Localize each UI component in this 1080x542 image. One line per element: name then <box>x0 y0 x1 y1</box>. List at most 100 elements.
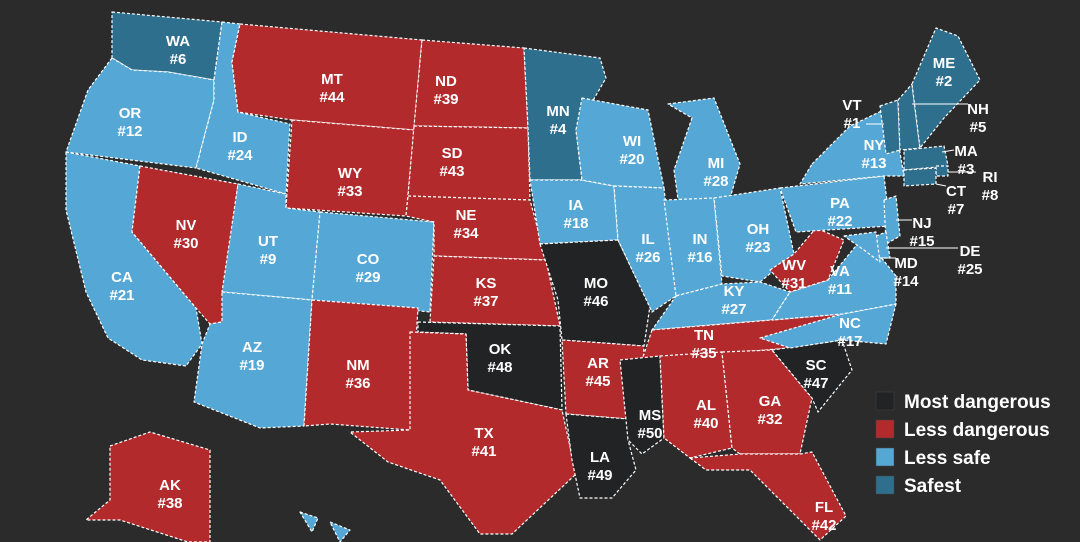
state-abbr-va: VA <box>830 263 850 280</box>
state-abbr-mo: MO <box>584 275 608 292</box>
state-abbr-oh: OH <box>747 221 770 238</box>
state-ct <box>903 167 937 187</box>
state-rank-fl: #42 <box>811 517 836 534</box>
state-abbr-nj: NJ <box>912 215 931 232</box>
state-co <box>311 211 435 313</box>
state-abbr-ri: RI <box>983 169 998 186</box>
state-ak <box>85 431 211 542</box>
state-va <box>771 235 897 321</box>
state-rank-ut: #9 <box>260 251 277 268</box>
state-abbr-ak: AK <box>159 477 181 494</box>
legend-swatch-safest <box>875 475 895 495</box>
state-abbr-tx: TX <box>474 425 493 442</box>
state-il <box>613 185 677 313</box>
state-rank-nv: #30 <box>173 235 198 252</box>
state-rank-ms: #50 <box>637 425 662 442</box>
state-abbr-wi: WI <box>623 133 641 150</box>
state-abbr-tn: TN <box>694 327 714 344</box>
state-abbr-il: IL <box>641 231 654 248</box>
state-rank-wv: #31 <box>781 275 806 292</box>
states-layer <box>65 11 981 542</box>
state-abbr-ar: AR <box>587 355 609 372</box>
state-nd <box>413 39 529 129</box>
state-rank-al: #40 <box>693 415 718 432</box>
state-rank-tn: #35 <box>691 345 716 362</box>
state-abbr-ks: KS <box>476 275 497 292</box>
state-rank-md: #14 <box>893 273 919 290</box>
state-rank-me: #2 <box>936 73 953 90</box>
state-ks <box>429 255 561 327</box>
state-fl <box>689 451 847 541</box>
state-rank-ct: #7 <box>948 201 965 218</box>
state-ms <box>619 355 665 455</box>
state-abbr-nh: NH <box>967 101 989 118</box>
state-rank-va: #11 <box>828 281 852 298</box>
state-abbr-ne: NE <box>456 207 477 224</box>
state-sc <box>771 339 853 413</box>
state-abbr-id: ID <box>233 129 248 146</box>
state-rank-il: #26 <box>635 249 660 266</box>
state-rank-ne: #34 <box>453 225 479 242</box>
state-rank-vt: #1 <box>844 115 861 132</box>
state-rank-de: #25 <box>957 261 982 278</box>
state-abbr-ia: IA <box>569 197 584 214</box>
state-rank-sd: #43 <box>439 163 464 180</box>
state-rank-id: #24 <box>227 147 253 164</box>
state-rank-mt: #44 <box>319 89 345 106</box>
state-abbr-ky: KY <box>724 283 745 300</box>
state-abbr-de: DE <box>960 243 981 260</box>
state-nj <box>883 195 901 245</box>
state-abbr-nd: ND <box>435 73 457 90</box>
legend: Most dangerous Less dangerous Less safe Saf… <box>875 391 1051 497</box>
state-abbr-la: LA <box>590 449 610 466</box>
state-abbr-sc: SC <box>806 357 827 374</box>
state-rank-in: #16 <box>687 249 712 266</box>
state-abbr-me: ME <box>933 55 956 72</box>
state-ca <box>65 151 203 367</box>
state-abbr-mt: MT <box>321 71 343 88</box>
state-abbr-mn: MN <box>546 103 569 120</box>
state-ri <box>935 165 949 177</box>
state-abbr-md: MD <box>894 255 917 272</box>
state-abbr-ct: CT <box>946 183 966 200</box>
state-rank-wa: #6 <box>170 51 187 68</box>
state-rank-ny: #13 <box>861 155 886 172</box>
state-abbr-nv: NV <box>176 217 197 234</box>
state-abbr-pa: PA <box>830 195 850 212</box>
state-rank-ok: #48 <box>487 359 512 376</box>
state-abbr-nc: NC <box>839 315 861 332</box>
state-hi <box>299 511 351 542</box>
state-al <box>659 351 733 459</box>
state-abbr-wy: WY <box>338 165 362 182</box>
legend-label-less-safe: Less safe <box>904 448 991 469</box>
state-rank-ak: #38 <box>157 495 182 512</box>
state-abbr-ok: OK <box>489 341 512 358</box>
state-rank-nj: #15 <box>909 233 934 250</box>
state-abbr-co: CO <box>357 251 380 268</box>
state-abbr-nm: NM <box>346 357 369 374</box>
leader-line-ma <box>941 149 955 153</box>
state-abbr-fl: FL <box>815 499 833 516</box>
state-rank-mn: #4 <box>550 121 567 138</box>
legend-swatch-less-dangerous <box>875 419 895 439</box>
state-abbr-or: OR <box>119 105 142 122</box>
legend-swatch-most-dangerous <box>875 391 895 411</box>
leader-lines <box>866 103 976 259</box>
state-sd <box>407 125 531 201</box>
state-rank-ky: #27 <box>721 301 746 318</box>
state-rank-ma: #3 <box>958 161 975 178</box>
legend-swatch-less-safe <box>875 447 895 467</box>
state-abbr-ga: GA <box>759 393 782 410</box>
state-rank-az: #19 <box>239 357 264 374</box>
state-abbr-ny: NY <box>864 137 885 154</box>
state-rank-la: #49 <box>587 467 612 484</box>
state-wy <box>285 119 415 217</box>
state-abbr-in: IN <box>693 231 708 248</box>
state-rank-ga: #32 <box>757 411 782 428</box>
state-abbr-ut: UT <box>258 233 278 250</box>
state-rank-nh: #5 <box>970 119 987 136</box>
state-abbr-ca: CA <box>111 269 133 286</box>
state-rank-wi: #20 <box>619 151 644 168</box>
legend-label-less-dangerous: Less dangerous <box>904 420 1050 441</box>
